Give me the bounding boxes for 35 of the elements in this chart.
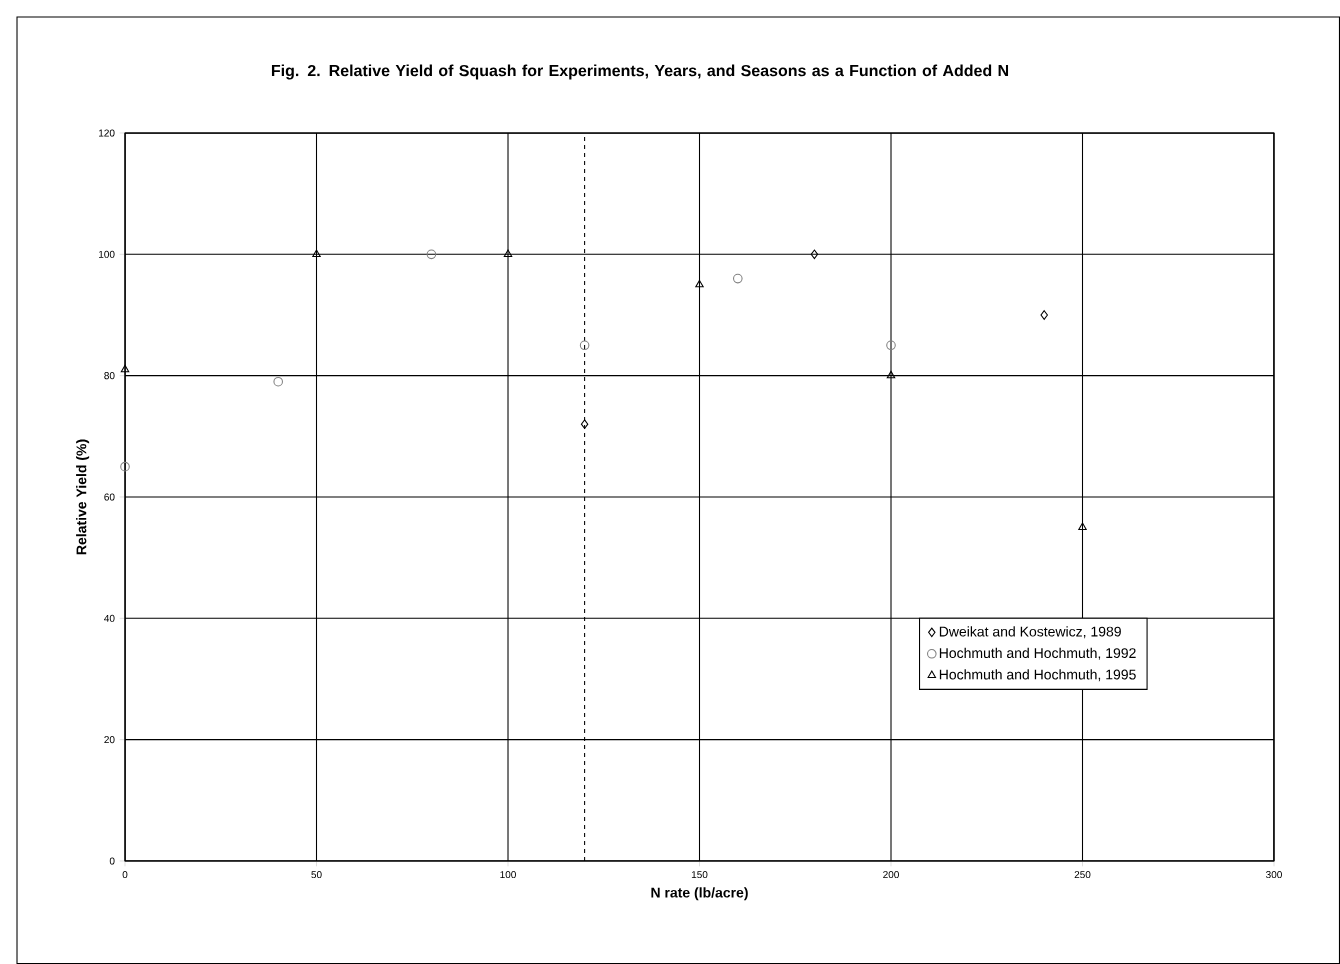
x-tick-label: 250 (1074, 871, 1091, 879)
point (886, 370, 896, 379)
x-tick-label: 150 (691, 871, 708, 879)
legend-label: Hochmuth and Hochmuth, 1995 (939, 669, 1136, 682)
point (886, 340, 896, 351)
x-tick-label: 300 (1266, 871, 1282, 879)
x-tick-label: 50 (311, 871, 322, 879)
point (580, 419, 589, 429)
point (503, 249, 513, 257)
y-tick-label: 40 (104, 614, 115, 622)
point (426, 249, 437, 260)
x-axis-title: N rate (lb/acre) (651, 887, 748, 901)
y-tick-label: 0 (109, 857, 115, 865)
point (1078, 522, 1087, 530)
y-tick-label: 60 (104, 493, 115, 501)
point (810, 249, 819, 260)
x-tick-label: 200 (883, 871, 899, 879)
point (120, 461, 130, 472)
point (733, 273, 743, 284)
x-tick-label: 100 (500, 871, 516, 879)
point (695, 279, 704, 288)
chart-title: Fig. 2. Relative Yield of Squash for Experiments, Years, and Seasons as a Function of Added N (271, 64, 1009, 80)
y-tick-label: 20 (104, 736, 115, 744)
point (120, 364, 130, 373)
y-tick-label: 80 (104, 372, 115, 380)
point (1040, 310, 1048, 320)
point (579, 340, 590, 351)
point (312, 249, 321, 257)
legend-label: Dweikat and Kostewicz, 1989 (939, 626, 1121, 639)
point (273, 376, 284, 387)
y-axis-title: Relative Yield (%) (76, 439, 90, 555)
legend-label: Hochmuth and Hochmuth, 1992 (939, 647, 1136, 660)
y-tick-label: 100 (99, 250, 115, 258)
y-tick-label: 120 (99, 129, 115, 137)
x-tick-label: 0 (122, 871, 128, 879)
